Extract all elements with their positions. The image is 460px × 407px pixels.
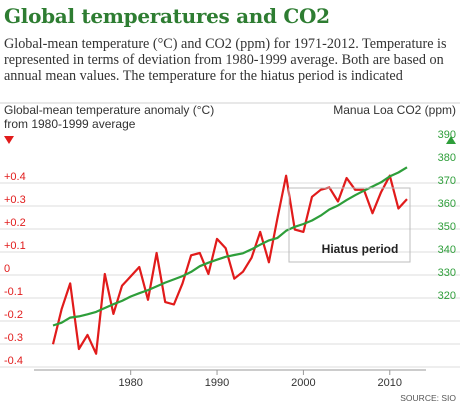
right-tick-label: 320 — [438, 290, 456, 302]
right-axis-ticks: 390 380 370 360 350 340 330 320 — [438, 129, 456, 302]
left-tick-label: +0.1 — [4, 240, 26, 252]
co2-line — [52, 166, 408, 327]
co2-axis-marker-icon — [446, 136, 456, 144]
left-tick-label: +0.2 — [4, 217, 26, 229]
temperature-line — [51, 174, 408, 355]
left-tick-label: -0.3 — [4, 332, 23, 344]
series — [51, 166, 408, 355]
right-tick-label: 330 — [438, 267, 456, 279]
temperature-axis-marker-icon — [4, 136, 14, 144]
x-tick-label: 1990 — [205, 377, 229, 389]
left-axis-label-line2: from 1980-1999 average — [4, 117, 136, 131]
left-tick-label: +0.4 — [4, 171, 26, 183]
left-axis-ticks: +0.4 +0.3 +0.2 +0.1 0 -0.1 -0.2 -0.3 -0.4 — [4, 171, 26, 367]
hiatus-annotation: Hiatus period — [288, 187, 411, 263]
x-tick-label: 2000 — [291, 377, 315, 389]
source-label: SOURCE: SIO — [400, 393, 456, 403]
left-tick-label: -0.1 — [4, 286, 23, 298]
x-tick-label: 2010 — [378, 377, 402, 389]
right-tick-label: 380 — [438, 152, 456, 164]
left-tick-label: -0.4 — [4, 355, 23, 367]
right-tick-label: 370 — [438, 175, 456, 187]
left-axis-label-line1: Global-mean temperature anomaly (°C) — [4, 103, 214, 117]
grid — [0, 102, 460, 368]
hiatus-label: Hiatus period — [322, 242, 399, 256]
hiatus-box — [288, 187, 411, 263]
right-tick-label: 360 — [438, 198, 456, 210]
axis-labels: Global-mean temperature anomaly (°C) fro… — [4, 103, 456, 144]
right-tick-label: 390 — [438, 129, 456, 141]
x-tick-label: 1980 — [118, 377, 142, 389]
right-axis-label: Manua Loa CO2 (ppm) — [333, 103, 456, 117]
x-axis-ticks: 1980 1990 2000 2010 — [34, 369, 426, 389]
right-tick-label: 350 — [438, 221, 456, 233]
chart-title: Global temperatures and CO2 — [4, 4, 330, 28]
left-tick-label: -0.2 — [4, 309, 23, 321]
right-tick-label: 340 — [438, 244, 456, 256]
left-tick-label: +0.3 — [4, 194, 26, 206]
left-tick-label: 0 — [4, 263, 10, 275]
chart-subtitle: Global-mean temperature (°C) and CO2 (pp… — [4, 36, 447, 84]
